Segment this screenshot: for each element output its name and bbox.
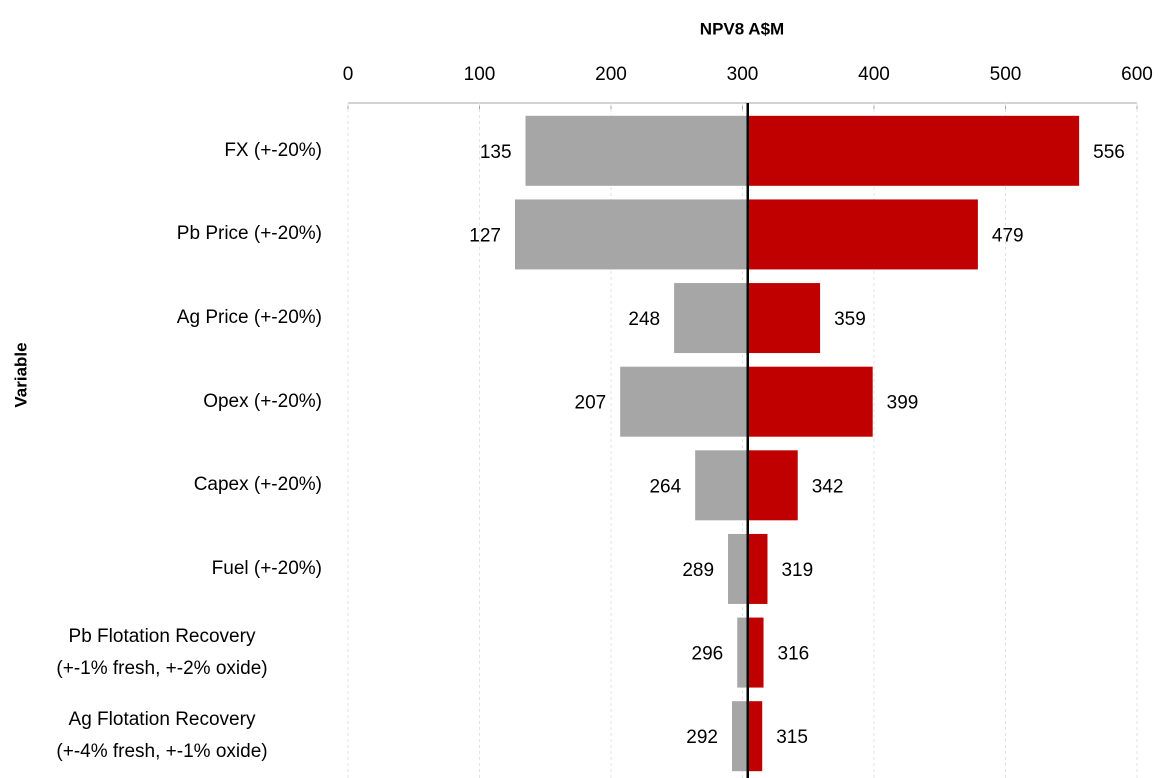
x-tick-label: 500 — [990, 64, 1022, 85]
bar — [728, 533, 748, 604]
data-label: 319 — [781, 560, 813, 581]
bar — [747, 283, 821, 354]
bar — [747, 115, 1080, 186]
data-label: 479 — [992, 225, 1024, 246]
data-label: 292 — [686, 727, 718, 748]
bar — [737, 617, 748, 688]
x-tick-label: 200 — [595, 64, 627, 85]
y-tick-label: FX (+-20%) — [224, 139, 322, 161]
chart-title: NPV8 A$M — [700, 19, 784, 38]
data-label: 315 — [776, 727, 808, 748]
bar — [515, 199, 748, 270]
bar — [747, 533, 768, 604]
data-label: 342 — [812, 476, 844, 497]
y-axis-label: Variable — [11, 342, 30, 407]
bar — [620, 366, 748, 437]
bar — [747, 450, 798, 521]
bar — [674, 283, 748, 354]
data-label: 248 — [628, 309, 660, 330]
y-tick-label: Ag Flotation Recovery (+-4% fresh, +-1% … — [56, 709, 268, 763]
data-label: 316 — [778, 644, 810, 665]
data-label: 127 — [469, 225, 501, 246]
data-label: 399 — [887, 393, 919, 414]
data-label: 556 — [1093, 142, 1125, 163]
x-tick-label: 0 — [343, 64, 354, 85]
x-tick-label: 400 — [858, 64, 890, 85]
bar — [747, 701, 763, 772]
x-tick-label: 600 — [1121, 64, 1153, 85]
y-tick-label: Ag Price (+-20%) — [176, 307, 322, 329]
bar — [695, 450, 748, 521]
y-tick-label: Pb Price (+-20%) — [176, 223, 322, 245]
bar — [747, 199, 978, 270]
y-tick-label: Pb Flotation Recovery (+-1% fresh, +-2% … — [56, 625, 268, 679]
y-tick-label: Opex (+-20%) — [203, 390, 322, 412]
data-label: 359 — [834, 309, 866, 330]
bar — [747, 617, 764, 688]
x-tick-label: 300 — [727, 64, 759, 85]
data-label: 296 — [692, 644, 724, 665]
data-label: 207 — [575, 393, 607, 414]
x-tick-label: 100 — [464, 64, 496, 85]
bar — [731, 701, 748, 772]
y-tick-label: Fuel (+-20%) — [211, 557, 322, 579]
y-tick-label: Capex (+-20%) — [193, 474, 322, 496]
data-label: 264 — [649, 476, 681, 497]
data-label: 135 — [480, 142, 512, 163]
bar — [525, 115, 748, 186]
data-label: 289 — [682, 560, 714, 581]
bar — [747, 366, 873, 437]
